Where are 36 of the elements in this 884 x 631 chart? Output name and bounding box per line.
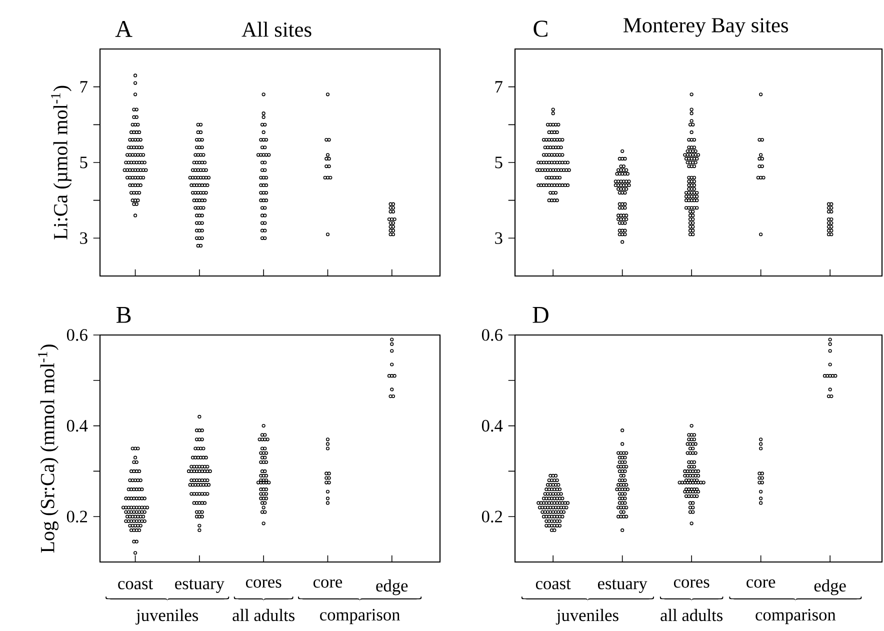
x-tick-label: edge [376,579,408,596]
x-tick-label: coast [118,579,153,590]
text: C [534,20,548,37]
text: A [115,20,132,37]
y-axis-title: Li:Ca (µmol mol$^{-1}$) [51,86,72,240]
y-tick-label: 7 [495,81,502,93]
y-tick-label: 3 [495,232,502,244]
x-tick-label: core [746,579,776,588]
text: juveniles [556,608,618,625]
text: comparison [320,608,400,624]
y-tick-label: 7 [80,81,88,93]
y-tick-label: 5 [495,156,502,168]
y-tick-label: 0.2 [482,510,502,522]
y-tick-label: 3 [80,232,88,244]
x-tick-label: estuary [175,579,224,593]
text: all adults [660,608,723,622]
y-axis-title: Log (Sr:Ca) (mmol mol$^{-1}$) [38,344,58,553]
text: B [116,307,131,323]
y-tick-label: 0.6 [482,329,502,341]
y-tick-label: 5 [80,156,88,168]
text: all adults [232,608,294,622]
y-tick-label: 0.6 [66,329,88,341]
y-tick-label: 0.4 [66,420,88,432]
x-tick-label: estuary [598,579,648,593]
x-tick-label: edge [814,579,846,596]
x-tick-label: core [313,579,342,588]
y-tick-label: 0.4 [482,420,503,432]
text: comparison [756,608,836,624]
chart-title: Monterey Bay sites [624,18,788,37]
text: D [532,307,548,323]
x-tick-label: cores [674,579,710,588]
x-tick-label: coast [536,579,571,590]
y-tick-label: 0.2 [66,510,88,522]
x-tick-label: cores [246,579,282,588]
text: juveniles [136,608,198,625]
chart-title: All sites [242,22,312,37]
